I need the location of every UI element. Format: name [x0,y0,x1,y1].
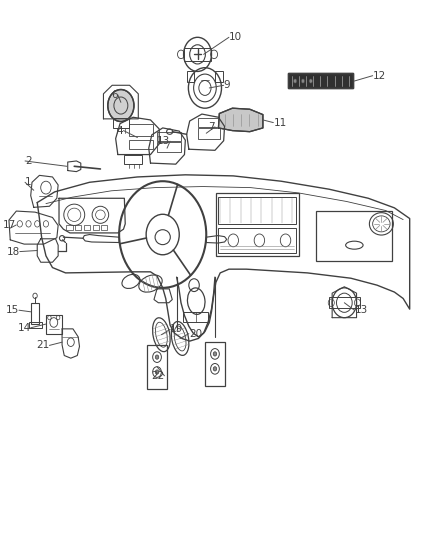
Bar [148,345,166,389]
Bar [216,193,299,256]
Text: 22: 22 [151,371,164,381]
Circle shape [213,352,217,356]
Bar [183,312,208,322]
Bar [288,73,353,88]
Text: 13: 13 [157,136,170,146]
Text: 11: 11 [273,118,286,127]
Bar [329,297,360,308]
Circle shape [301,79,305,83]
Text: 6: 6 [111,90,118,100]
Text: 1: 1 [25,177,32,187]
Bar [129,140,153,149]
Text: 13: 13 [354,305,367,315]
Bar [288,73,353,88]
Bar [129,124,153,136]
Text: 19: 19 [170,325,184,334]
Text: 4: 4 [117,126,124,135]
Text: 21: 21 [36,341,49,350]
Bar [84,225,90,230]
Text: 18: 18 [7,247,20,256]
Bar [205,342,225,386]
Bar [158,142,181,152]
Text: 12: 12 [373,71,386,80]
Bar [124,155,142,164]
Bar [184,48,212,61]
Text: 7: 7 [208,122,215,132]
Text: 10: 10 [229,33,242,42]
Text: 15: 15 [6,305,19,315]
Bar [92,225,99,230]
Circle shape [108,90,134,122]
Bar [46,315,62,334]
Bar [198,128,220,139]
Bar [316,211,392,261]
Bar [28,322,42,328]
Text: 17: 17 [3,220,16,230]
Text: 14: 14 [18,323,31,333]
Polygon shape [219,108,263,132]
Text: 9: 9 [224,80,230,90]
Circle shape [213,367,217,371]
Bar [31,303,39,324]
Bar [218,197,297,224]
Text: 20: 20 [189,329,202,338]
Circle shape [309,79,313,83]
Bar [215,71,223,82]
Circle shape [155,355,159,359]
Bar [101,225,107,230]
Circle shape [155,370,159,374]
Bar [198,118,220,127]
Bar [113,118,129,128]
Bar [75,225,81,230]
Bar [187,71,194,82]
Circle shape [293,79,297,83]
Text: 2: 2 [25,156,32,166]
Bar [218,228,297,253]
Bar [158,132,181,141]
Bar [67,225,73,230]
